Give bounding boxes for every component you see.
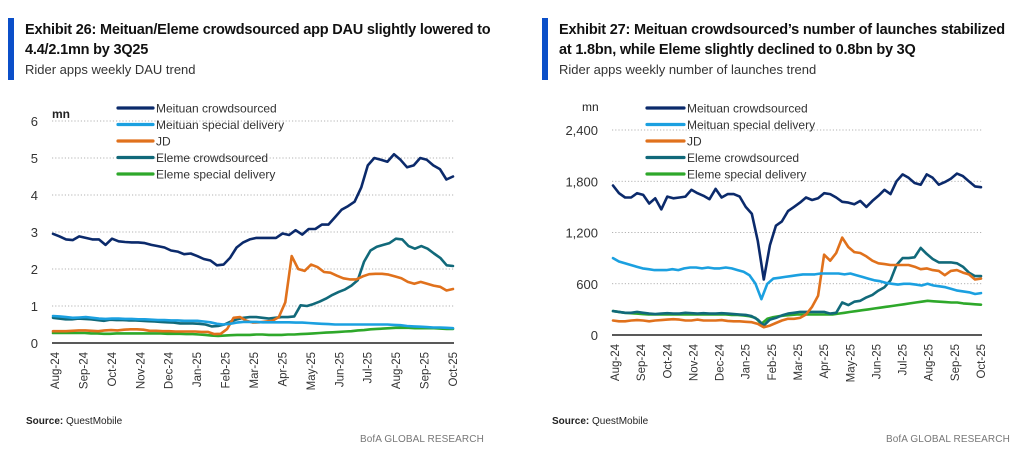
launches-line-chart: 0 600 1,200 1,800 2,400 mn Aug-24 Sep-24 Oct-24 N…	[565, 100, 988, 382]
exhibit-subtitle: Rider apps weekly number of launches tre…	[559, 62, 817, 77]
exhibit-26-panel: Exhibit 26: Meituan/Eleme crowdsourced a…	[8, 18, 491, 445]
y-tick-label: 1,200	[565, 226, 598, 241]
x-tick-label: Apr-25	[819, 344, 831, 379]
x-tick-label: Jun-25	[871, 344, 883, 379]
x-tick-label: Jan-25	[741, 344, 753, 379]
y-tick-label: 0	[31, 336, 38, 351]
exhibit-title: Exhibit 27: Meituan crowdsourced’s numbe…	[559, 22, 1005, 58]
exhibit-27-panel: Exhibit 27: Meituan crowdsourced’s numbe…	[512, 0, 1024, 463]
x-tick-label: Oct-25	[976, 344, 988, 379]
source-note: Source: QuestMobile	[26, 416, 122, 427]
y-tick-label: 2,400	[565, 123, 598, 138]
legend-label: Eleme crowdsourced	[156, 151, 268, 165]
source-value: QuestMobile	[66, 416, 123, 427]
x-tick-label: Sep-24	[78, 351, 90, 389]
legend-label: Meituan crowdsourced	[687, 102, 808, 116]
x-tick-label: May-25	[306, 352, 318, 390]
legend-label: Eleme special delivery	[687, 168, 806, 182]
x-tick-label: Aug-25	[391, 352, 403, 389]
x-tick-label: Dec-24	[164, 351, 176, 389]
series-line-eleme-crowdsourced	[611, 246, 983, 327]
y-tick-label: 600	[576, 277, 598, 292]
series-line-meituan-crowdsourced	[611, 172, 983, 281]
exhibit-title: Exhibit 26: Meituan/Eleme crowdsourced a…	[25, 22, 491, 58]
legend-label: Meituan special delivery	[156, 118, 284, 132]
legend-label: JD	[687, 135, 702, 149]
title-accent-bar	[542, 18, 548, 80]
dau-line-chart: 0 1 2 3 4 5 6 mn Aug-24 Sep-24 Oct-24 Nov-24 Dec-24 J…	[31, 102, 460, 391]
y-tick-label: 3	[31, 225, 38, 240]
y-unit-label: mn	[52, 107, 70, 121]
x-tick-label: Sep-25	[950, 344, 962, 381]
series-line-eleme-special-delivery	[51, 326, 455, 338]
series-line-eleme-crowdsourced	[51, 237, 455, 328]
x-tick-label: Dec-24	[715, 343, 727, 381]
x-tick-label: Oct-24	[107, 351, 119, 386]
legend-label: Eleme crowdsourced	[687, 151, 799, 165]
x-tick-label: May-25	[845, 344, 857, 382]
x-tick-label: Aug-24	[50, 351, 62, 389]
brand-label: BofA GLOBAL RESEARCH	[360, 434, 484, 445]
legend-label: Meituan crowdsourced	[156, 102, 277, 116]
series-line-meituan-crowdsourced	[51, 153, 455, 267]
source-label: Source:	[26, 416, 64, 427]
exhibit-subtitle: Rider apps weekly DAU trend	[25, 62, 196, 77]
series-line-jd	[611, 236, 983, 329]
x-tick-label: Jun-25	[334, 352, 346, 387]
y-tick-label: 1	[31, 299, 38, 314]
x-tick-label: Jan-25	[192, 352, 204, 387]
x-tick-label: Oct-24	[662, 343, 674, 378]
source-note: Source: QuestMobile	[552, 416, 648, 427]
x-tick-label: Nov-24	[688, 343, 700, 381]
x-tick-label: Feb-25	[767, 344, 779, 380]
y-tick-label: 2	[31, 262, 38, 277]
legend-label: JD	[156, 135, 171, 149]
title-accent-bar	[8, 18, 14, 80]
x-tick-label: Feb-25	[221, 352, 233, 388]
x-tick-label: Jul-25	[898, 344, 910, 375]
x-tick-label: Mar-25	[793, 344, 805, 380]
x-tick-label: Apr-25	[277, 352, 289, 387]
source-value: QuestMobile	[592, 416, 649, 427]
source-label: Source:	[552, 416, 590, 427]
x-tick-label: Aug-25	[924, 344, 936, 381]
y-tick-label: 1,800	[565, 174, 598, 189]
y-tick-label: 4	[31, 188, 38, 203]
brand-label: BofA GLOBAL RESEARCH	[886, 434, 1010, 445]
x-tick-label: Nov-24	[135, 351, 147, 389]
x-tick-label: Mar-25	[249, 352, 261, 388]
x-tick-label: Jul-25	[363, 352, 375, 383]
legend-label: Meituan special delivery	[687, 118, 815, 132]
x-tick-label: Oct-25	[448, 352, 460, 387]
x-tick-label: Sep-24	[636, 343, 648, 381]
series-line-meituan-special-delivery	[611, 256, 983, 301]
x-tick-label: Sep-25	[420, 352, 432, 389]
series-line-meituan-special-delivery	[51, 314, 455, 330]
y-tick-label: 0	[591, 328, 598, 343]
legend-label: Eleme special delivery	[156, 168, 275, 182]
y-unit-label: mn	[582, 100, 599, 114]
x-tick-label: Aug-24	[610, 343, 622, 381]
y-tick-label: 6	[31, 114, 38, 129]
y-tick-label: 5	[31, 151, 38, 166]
